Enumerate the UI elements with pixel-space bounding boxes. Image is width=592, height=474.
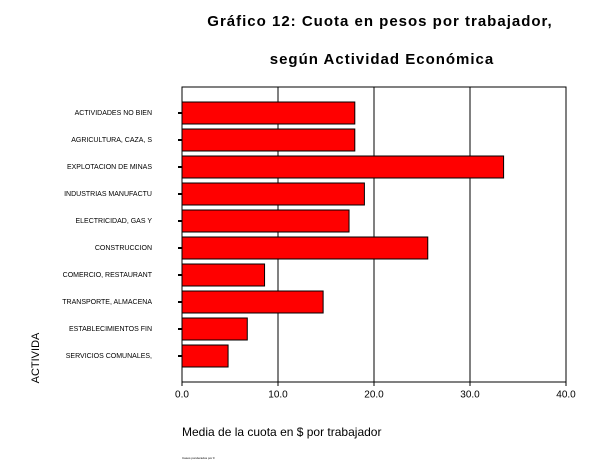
x-tick-label: 40.0 [556, 390, 576, 401]
x-tick-label: 20.0 [364, 390, 384, 401]
y-tick-label: ELECTRICIDAD, GAS Y [75, 218, 152, 225]
bar [181, 290, 324, 314]
y-tick-label: CONSTRUCCION [95, 245, 152, 252]
x-tick-label: 10.0 [268, 390, 288, 401]
x-tick-label: 30.0 [460, 390, 480, 401]
y-tick-label: INDUSTRIAS MANUFACTU [64, 191, 152, 198]
bar [181, 344, 229, 368]
bar [181, 317, 248, 341]
y-tick-label: COMERCIO, RESTAURANT [63, 272, 153, 279]
y-tick-label: ESTABLECIMIENTOS FIN [69, 326, 152, 333]
bar [181, 182, 365, 206]
x-tick-label: 0.0 [175, 390, 189, 401]
y-tick-label: AGRICULTURA, CAZA, S [71, 137, 152, 144]
y-tick-label: EXPLOTACION DE MINAS [67, 164, 152, 171]
bar [181, 209, 350, 233]
bar [181, 128, 356, 152]
chart-title: según Actividad Económica [270, 51, 495, 68]
y-tick-label: ACTIVIDADES NO BIEN [75, 110, 152, 117]
footnote: Casos ponderados por F [182, 456, 215, 460]
y-tick-label: SERVICIOS COMUNALES, [66, 353, 152, 360]
bar [181, 236, 429, 260]
bar [181, 155, 505, 179]
y-axis-label: ACTIVIDA [30, 332, 42, 383]
bar [181, 101, 356, 125]
y-tick-label: TRANSPORTE, ALMACENA [62, 299, 152, 306]
bar [181, 263, 266, 287]
chart-title: Gráfico 12: Cuota en pesos por trabajado… [207, 13, 552, 30]
x-axis-label: Media de la cuota en $ por trabajador [182, 425, 381, 439]
